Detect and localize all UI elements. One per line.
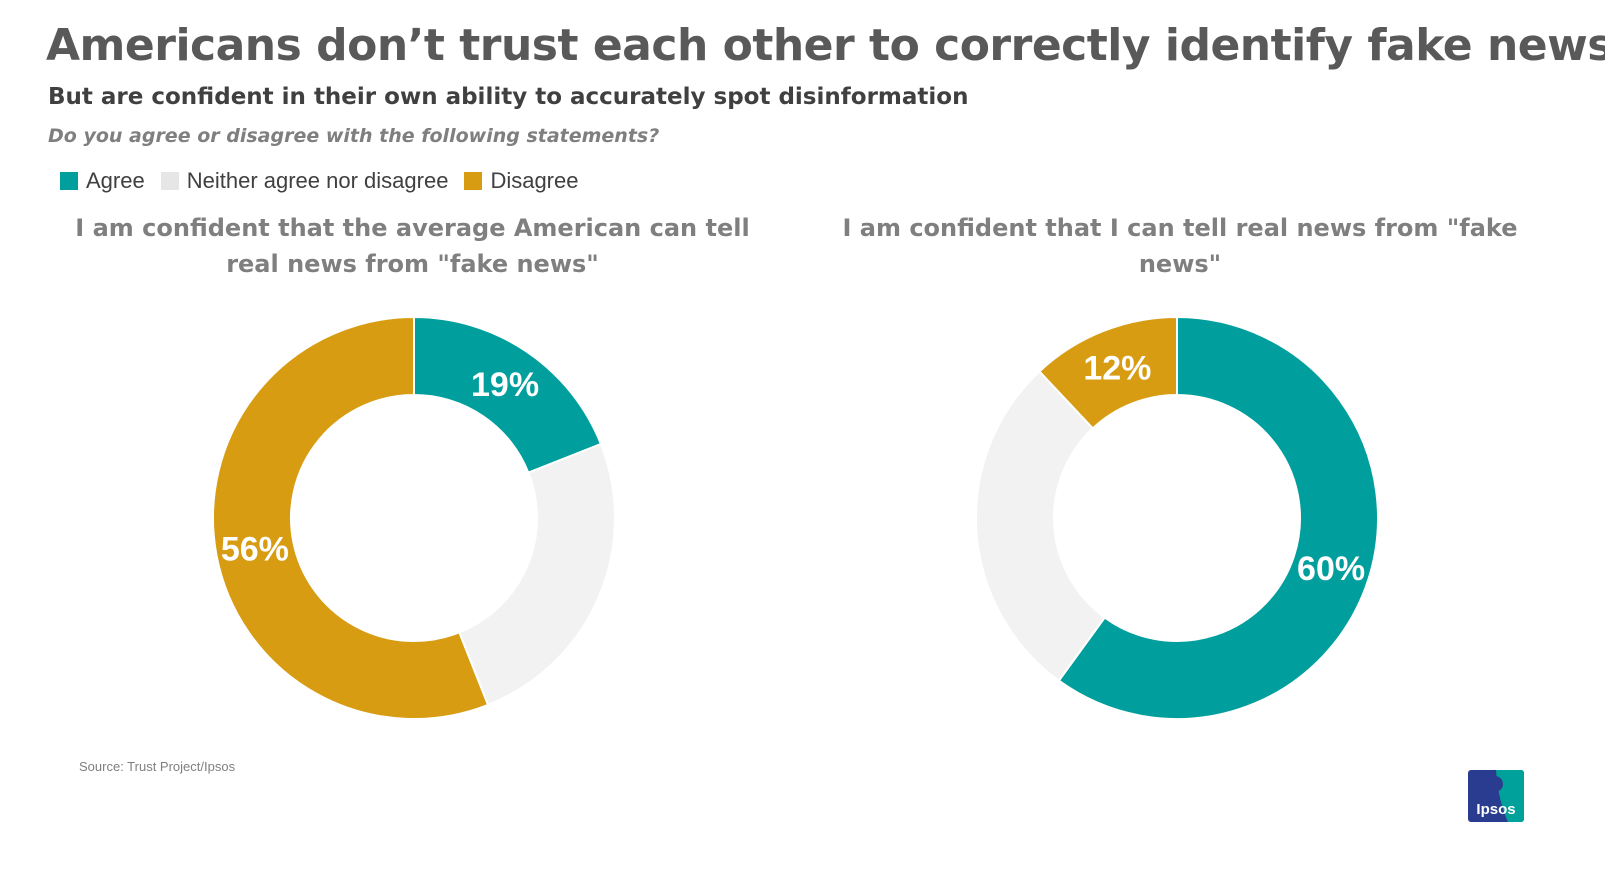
donut-chart-self: 60% 12% (975, 315, 1380, 720)
chart-title-left: I am confident that the average American… (75, 214, 750, 278)
legend-item-agree: Agree (60, 168, 145, 194)
legend-swatch-disagree (464, 172, 483, 190)
donut-slice-disagree (1037, 315, 1178, 430)
donut-slice-neither (975, 370, 1107, 683)
legend-item-disagree: Disagree (464, 168, 578, 194)
ipsos-logo: Ipsos (1468, 770, 1524, 822)
legend-swatch-neither (160, 172, 179, 190)
donut-slice-disagree (212, 315, 490, 720)
data-label-agree: 19% (471, 366, 539, 404)
chart-title-right: I am confident that I can tell real news… (842, 214, 1518, 278)
data-label-agree: 60% (1297, 550, 1365, 588)
legend-swatch-agree (60, 172, 78, 190)
page-title: Americans don’t trust each other to corr… (46, 20, 1605, 71)
donut-slice-agree (1057, 315, 1380, 720)
donut-slice-agree (413, 315, 603, 475)
svg-text:Ipsos: Ipsos (1476, 801, 1515, 818)
legend-label-neither: Neither agree nor disagree (186, 168, 449, 193)
legend-label-disagree: Disagree (490, 168, 579, 193)
page-subtitle: But are confident in their own ability t… (48, 84, 969, 110)
data-label-disagree: 56% (221, 530, 289, 568)
legend-label-agree: Agree (86, 168, 145, 193)
donut-slice-neither (457, 442, 616, 707)
legend-item-neither: Neither agree nor disagree (160, 168, 449, 194)
donut-chart-average-american: 19% 56% (212, 315, 616, 720)
chart-legend: Agree Neither agree nor disagree Disagre… (60, 168, 594, 194)
source-note: Source: Trust Project/Ipsos (79, 759, 236, 774)
data-label-disagree: 12% (1083, 349, 1151, 387)
survey-question: Do you agree or disagree with the follow… (48, 125, 660, 147)
